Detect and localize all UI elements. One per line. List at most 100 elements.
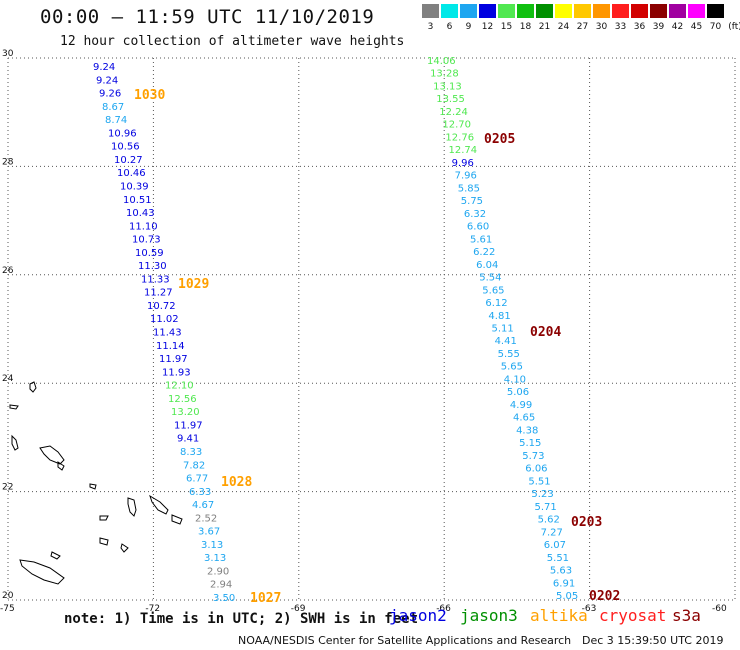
wave-height-value: 10.51 [123,195,152,206]
wave-height-value: 11.93 [162,367,191,378]
wave-height-value: 4.10 [504,374,526,385]
legend-swatch [555,4,572,18]
legend-swatch [707,4,724,18]
lon-label: -63 [582,604,597,614]
wave-height-value: 11.14 [156,341,185,352]
wave-height-value: 5.23 [531,489,553,500]
lat-label: 22 [2,483,13,493]
coast-island [19,559,65,585]
wave-height-value: 10.72 [147,301,176,312]
legend-level: 15 [500,22,513,32]
coast-island [9,404,19,410]
wave-height-value: 5.51 [528,476,550,487]
wave-height-value: 11.02 [150,314,179,325]
wave-height-value: 5.61 [470,234,492,245]
wave-height-value: 4.41 [495,336,517,347]
wave-height-value: 4.38 [516,425,538,436]
legend-level: 6 [446,22,453,32]
wave-height-value: 13.13 [433,81,462,92]
legend-swatch [612,4,629,18]
chart-subtitle: 12 hour collection of altimeter wave hei… [60,34,405,49]
wave-height-value: 10.27 [114,155,143,166]
legend-swatch [422,4,439,18]
bahamas-coastline [9,381,183,585]
wave-height-value: 6.22 [473,247,495,258]
wave-height-value: 11.43 [153,328,182,339]
legend-swatch [441,4,458,18]
satellite-name: jason3 [460,606,518,625]
legend-swatch [688,4,705,18]
wave-height-value: 4.99 [510,400,532,411]
coast-island [127,497,137,517]
wave-height-value: 6.12 [485,298,507,309]
wave-height-value: 7.27 [541,527,563,538]
satellite-name: altika [530,606,588,625]
legend-unit: (ft) [728,22,740,32]
wave-height-value: 4.65 [513,413,535,424]
wave-height-value: 5.05 [556,591,578,602]
legend-level: 3 [427,22,434,32]
wave-height-value: 7.82 [183,460,205,471]
wave-height-value: 13.28 [430,69,459,80]
lon-label: -72 [145,604,160,614]
coast-island [29,381,37,393]
wave-height-value: 10.96 [108,128,137,139]
wave-height-value: 12.74 [449,145,478,156]
lat-label: 28 [2,157,14,167]
lat-label: 20 [2,591,14,601]
wave-height-value: 5.55 [498,349,520,360]
legend-level: 33 [614,22,627,32]
wave-height-value: 6.06 [525,464,547,475]
wave-height-value: 5.63 [550,566,572,577]
legend-swatch [650,4,667,18]
legend-level: 45 [690,22,703,32]
wave-height-value: 8.33 [180,447,202,458]
wave-height-value: 3.67 [198,527,220,538]
wave-height-value: 5.51 [547,553,569,564]
legend-level: 39 [652,22,665,32]
coast-island [120,543,129,553]
wave-height-value: 5.65 [501,362,523,373]
legend-level: 18 [519,22,532,32]
wave-height-value: 3.13 [201,540,223,551]
pass-time-label: 0205 [484,132,515,147]
satellite-name: cryosat [599,606,667,625]
wave-height-value: 10.59 [135,248,164,259]
wave-height-value: 6.77 [186,474,208,485]
wave-height-value: 10.43 [126,208,155,219]
pass-time-label: 0202 [589,589,620,604]
wave-height-value: 4.67 [192,500,214,511]
wave-height-value: 6.91 [553,578,575,589]
wave-height-value: 12.70 [442,120,471,131]
wave-height-value: 2.94 [210,580,232,591]
wave-height-value: 12.10 [165,381,194,392]
wave-height-value: 2.52 [195,513,217,524]
wave-height-value: 13.55 [436,94,465,105]
coast-island [39,445,65,465]
wave-height-value: 9.96 [452,158,474,169]
axis-labels: 30 28 26 24 22 20 -75 -72 -69 -66 -63 -60 [0,49,727,614]
legend-level: 27 [576,22,589,32]
legend-swatch [631,4,648,18]
wave-height-value: 7.96 [455,171,477,182]
wave-height-value: 10.46 [117,168,146,179]
legend-level: 42 [671,22,684,32]
wave-height-value: 9.41 [177,434,199,445]
wave-height-value: 12.76 [445,132,474,143]
legend-swatch [517,4,534,18]
satellite-name: jason2 [389,606,447,625]
wave-height-value: 8.74 [105,115,127,126]
wave-height-value: 11.10 [129,221,158,232]
wave-height-value: 12.56 [168,394,197,405]
legend-level: 12 [481,22,494,32]
wave-height-value: 5.54 [479,273,501,284]
wave-height-value: 11.97 [174,420,203,431]
wave-height-value: 11.30 [138,261,167,272]
wave-height-value: 5.11 [492,324,514,335]
legend-level: 24 [557,22,570,32]
legend-swatch [498,4,515,18]
lat-label: 30 [2,49,14,59]
coast-island [171,514,183,525]
